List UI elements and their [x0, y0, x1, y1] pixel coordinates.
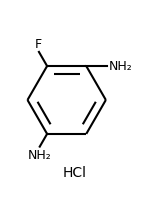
- Text: F: F: [35, 38, 42, 51]
- Text: NH₂: NH₂: [28, 149, 52, 162]
- Text: HCl: HCl: [63, 166, 87, 180]
- Text: NH₂: NH₂: [108, 60, 132, 73]
